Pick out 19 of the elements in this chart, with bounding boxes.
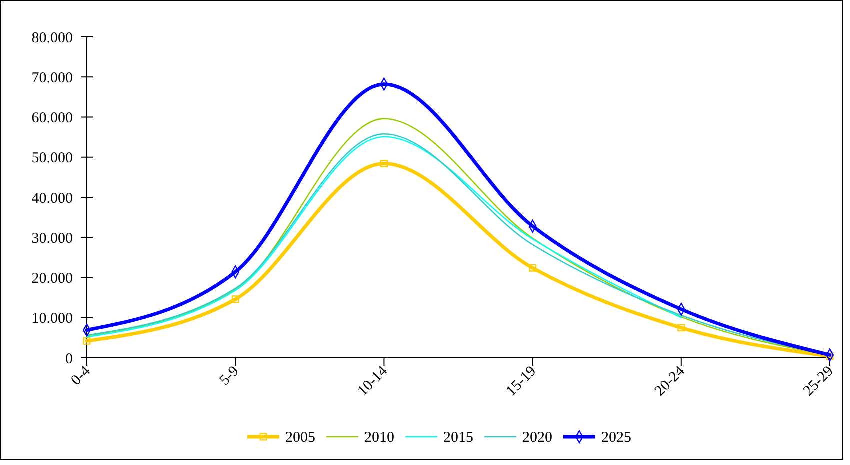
legend-label: 2025	[602, 430, 632, 446]
legend-label: 2005	[286, 430, 316, 446]
y-tick-label: 50.000	[32, 150, 73, 167]
y-tick-label: 60.000	[32, 110, 73, 126]
y-tick-label: 30.000	[32, 230, 73, 247]
point	[678, 324, 686, 332]
legend-label: 2015	[444, 430, 474, 446]
point	[380, 160, 388, 168]
legend-label: 2020	[522, 430, 552, 446]
x-tick-label: 5-9	[216, 364, 242, 389]
legend-label: 2010	[364, 430, 394, 446]
y-tick-label: 80.000	[32, 30, 73, 46]
point	[529, 264, 537, 272]
point	[232, 296, 240, 304]
y-tick-label: 70.000	[32, 70, 73, 86]
point	[83, 337, 91, 345]
y-tick-label: 40.000	[32, 190, 73, 207]
y-tick-label: 10.000	[32, 311, 73, 328]
y-tick-label: 20.000	[32, 271, 73, 287]
